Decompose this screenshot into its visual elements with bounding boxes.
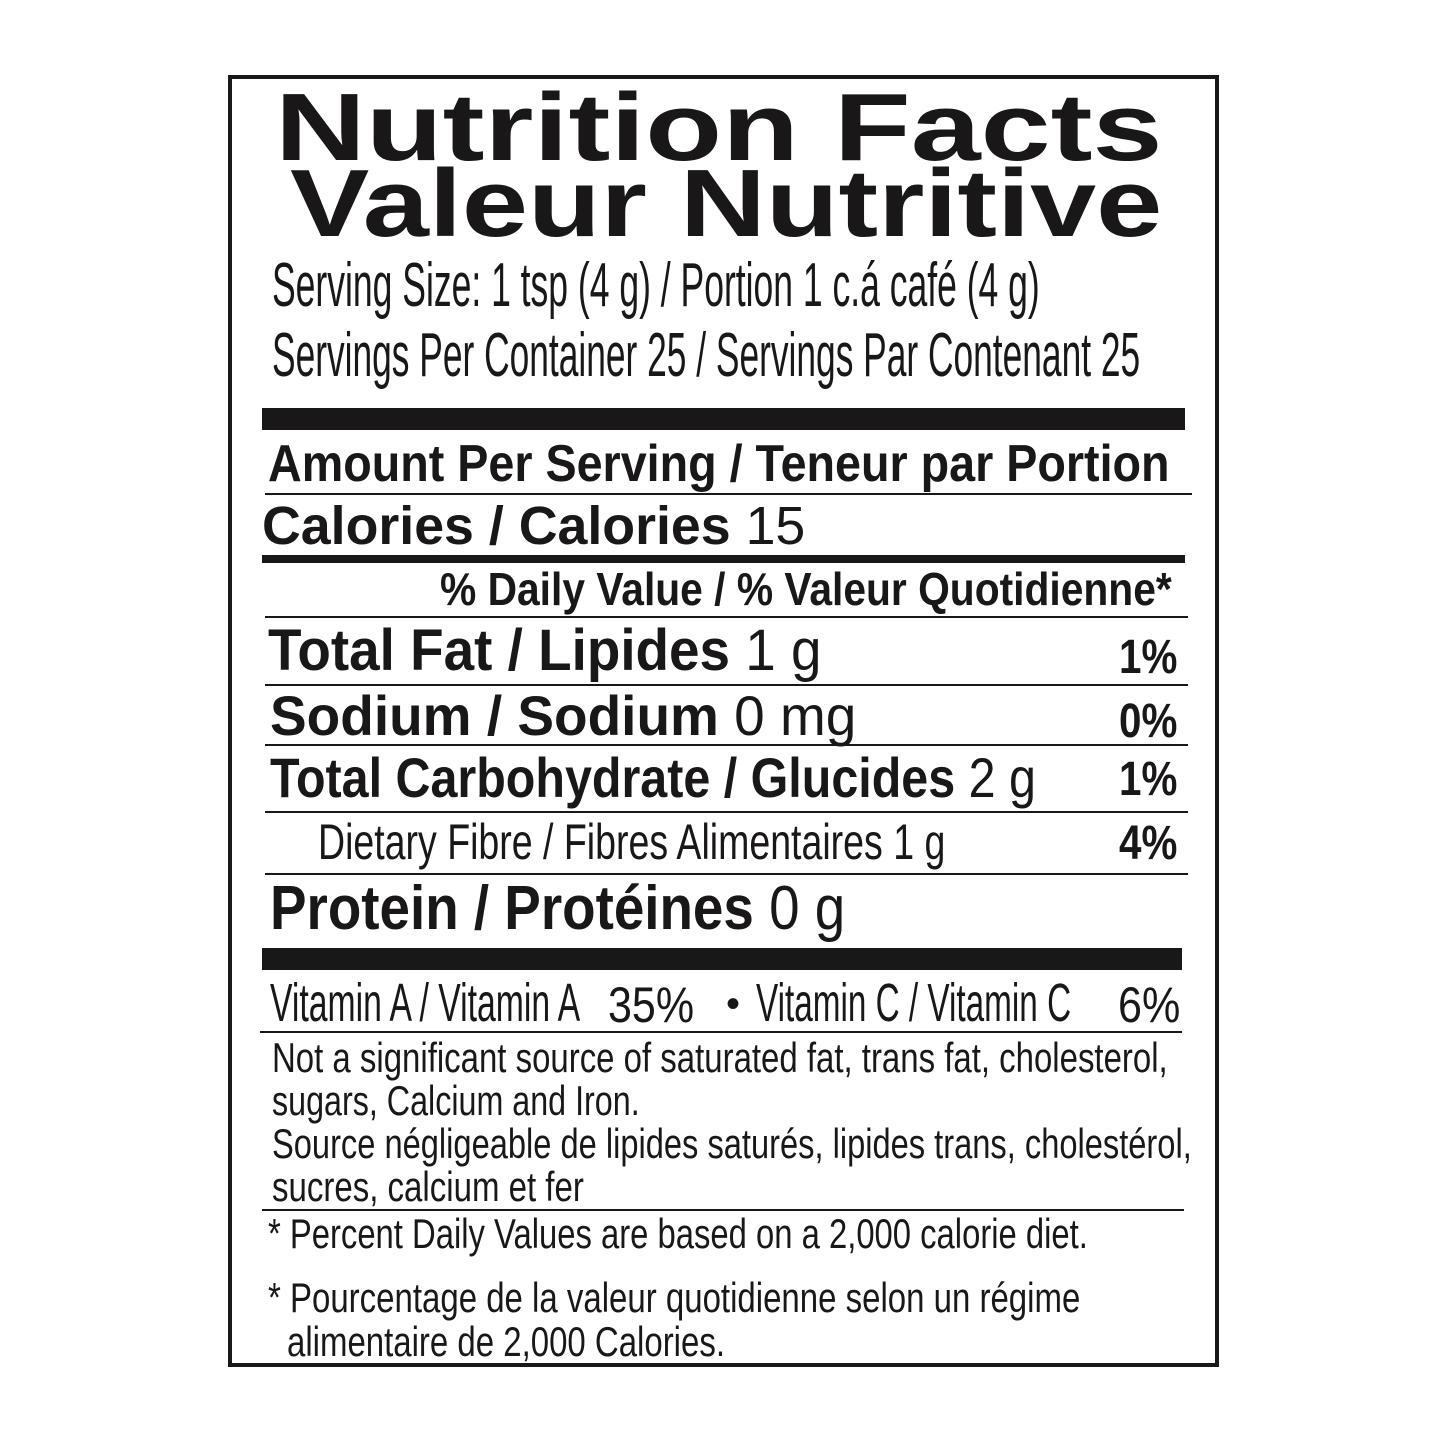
nutrient-label: Protein / Protéines xyxy=(270,874,754,943)
nutrient-dv: 1% xyxy=(1118,631,1177,684)
divider xyxy=(260,1031,1182,1033)
amount-per-serving: Amount Per Serving / Teneur par Portion xyxy=(268,435,1170,493)
not-significant-line: sucres, calcium et fer xyxy=(272,1163,584,1210)
bullet-separator: • xyxy=(726,982,741,1026)
nutrient-dv: 1% xyxy=(1118,753,1177,806)
nutrient-label: Dietary Fibre / Fibres Alimentaires xyxy=(318,814,883,870)
vitamin-c-value: 6% xyxy=(1118,977,1181,1033)
nutrient-dv: 4% xyxy=(1118,817,1177,870)
not-significant-line: sugars, Calcium and Iron. xyxy=(272,1077,640,1124)
title-english: Nutrition Facts xyxy=(275,74,1163,181)
divider xyxy=(265,493,1192,495)
divider xyxy=(265,684,1188,686)
nutrient-row-fibre: Dietary Fibre / Fibres Alimentaires 1 g xyxy=(318,817,945,867)
daily-value-header: % Daily Value / % Valeur Quotidienne* xyxy=(440,563,1172,615)
divider xyxy=(265,811,1188,813)
divider xyxy=(265,744,1188,746)
divider xyxy=(265,873,1188,875)
divider xyxy=(265,616,1188,618)
nutrient-amount: 0 mg xyxy=(734,684,857,747)
not-significant-line: Source négligeable de lipides saturés, l… xyxy=(272,1120,1192,1167)
calories-value: 15 xyxy=(745,496,806,556)
nutrient-row-carbohydrate: Total Carbohydrate / Glucides 2 g xyxy=(270,750,1036,806)
nutrient-amount: 1 g xyxy=(893,814,946,870)
thick-divider xyxy=(262,948,1182,970)
vitamin-a-label: Vitamin A / Vitamin A xyxy=(270,973,581,1033)
title-french: Valeur Nutritive xyxy=(290,150,1163,257)
not-significant-line: Not a significant source of saturated fa… xyxy=(272,1034,1168,1081)
nutrient-label: Total Carbohydrate / Glucides xyxy=(270,746,956,809)
footnote-french-line: * Pourcentage de la valeur quotidienne s… xyxy=(268,1274,1081,1321)
nutrient-row-sodium: Sodium / Sodium 0 mg xyxy=(270,688,856,744)
serving-size: Serving Size: 1 tsp (4 g) / Portion 1 c.… xyxy=(272,251,1040,320)
nutrient-dv: 0% xyxy=(1118,695,1177,748)
servings-per-container: Servings Per Container 25 / Servings Par… xyxy=(272,321,1141,390)
nutrient-amount: 0 g xyxy=(769,874,846,943)
thick-divider xyxy=(262,408,1185,430)
nutrient-row-protein: Protein / Protéines 0 g xyxy=(270,878,845,940)
vitamin-c-label: Vitamin C / Vitamin C xyxy=(756,973,1072,1033)
nutrient-label: Total Fat / Lipides xyxy=(268,618,731,683)
vitamin-a-value: 35% xyxy=(608,977,695,1033)
calories-label: Calories / Calories xyxy=(262,496,731,556)
calories-row: Calories / Calories 15 xyxy=(262,499,805,553)
nutrient-amount: 2 g xyxy=(968,746,1036,809)
nutrition-facts-label xyxy=(228,75,1219,1367)
divider xyxy=(262,1209,1184,1211)
nutrient-label: Sodium / Sodium xyxy=(270,684,719,747)
nutrient-amount: 1 g xyxy=(745,618,822,683)
footnote-english: * Percent Daily Values are based on a 2,… xyxy=(268,1210,1088,1257)
footnote-french-line: alimentaire de 2,000 Calories. xyxy=(287,1318,725,1365)
nutrient-row-total-fat: Total Fat / Lipides 1 g xyxy=(268,622,822,680)
medium-divider xyxy=(262,555,1185,563)
